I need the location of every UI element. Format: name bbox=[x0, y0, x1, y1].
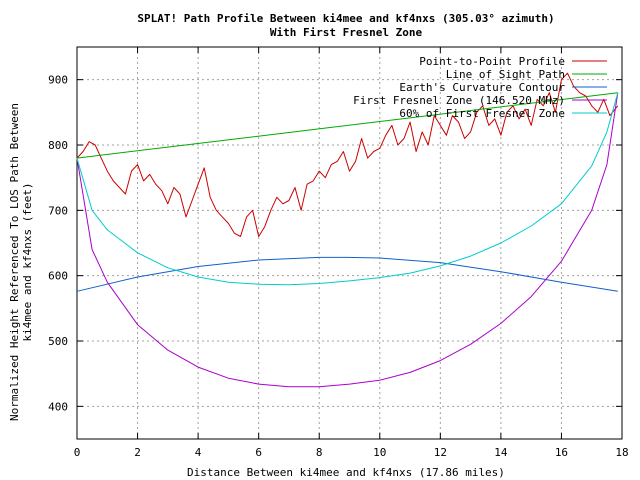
x-tick-label: 6 bbox=[255, 446, 262, 459]
series-line-0 bbox=[76, 72, 619, 237]
series-group bbox=[76, 72, 619, 388]
x-tick-label: 12 bbox=[434, 446, 447, 459]
x-tick-label: 16 bbox=[555, 446, 568, 459]
y-tick-label: 900 bbox=[48, 74, 68, 87]
chart-title: SPLAT! Path Profile Between ki4mee and k… bbox=[137, 12, 554, 25]
x-tick-label: 18 bbox=[615, 446, 628, 459]
x-axis-label: Distance Between ki4mee and kf4nxs (17.8… bbox=[187, 466, 505, 479]
legend-label: Point-to-Point Profile bbox=[419, 55, 565, 68]
series-line-2 bbox=[76, 256, 618, 292]
y-tick-label: 800 bbox=[48, 139, 68, 152]
x-tick-label: 14 bbox=[494, 446, 508, 459]
x-tick-label: 4 bbox=[195, 446, 202, 459]
y-axis-label-line1: Normalized Height Referenced To LOS Path… bbox=[8, 103, 21, 421]
x-tick-label: 10 bbox=[373, 446, 386, 459]
series-line-4 bbox=[76, 92, 619, 286]
plot-frame bbox=[76, 46, 623, 440]
x-tick-label: 2 bbox=[134, 446, 141, 459]
chart-subtitle: With First Fresnel Zone bbox=[270, 26, 423, 39]
axis-ticks: 0 2 4 6 8 10 12 14 16 18 400 500 600 700 800 900 bbox=[48, 47, 629, 459]
legend-label: First Fresnel Zone (146.520 MHz) bbox=[353, 94, 565, 107]
x-tick-label: 8 bbox=[316, 446, 323, 459]
legend-label: Line of Sight Path bbox=[446, 68, 565, 81]
legend-label: Earth's Curvature Contour bbox=[399, 81, 565, 94]
x-tick-label: 0 bbox=[74, 446, 81, 459]
y-tick-label: 700 bbox=[48, 204, 68, 217]
series-line-3 bbox=[76, 92, 619, 388]
series-line-1 bbox=[76, 92, 618, 159]
grid bbox=[76, 47, 623, 439]
legend-label: 60% of First Fresnel Zone bbox=[399, 107, 565, 120]
y-axis-label-line2: ki4mee and kf4nxs (feet) bbox=[21, 183, 34, 342]
y-tick-label: 500 bbox=[48, 335, 68, 348]
y-tick-label: 600 bbox=[48, 270, 68, 283]
y-tick-label: 400 bbox=[48, 400, 68, 413]
